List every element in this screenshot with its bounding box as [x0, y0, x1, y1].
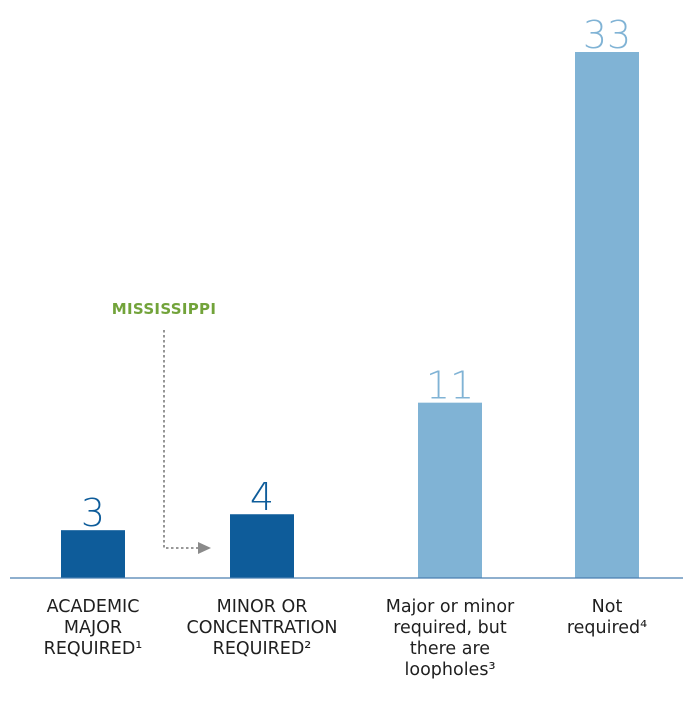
category-label-2: MINOR OR CONCENTRATION REQUIRED² — [187, 597, 338, 659]
category-label-4: Not required⁴ — [567, 597, 647, 638]
mississippi-annotation: MISSISSIPPI — [112, 300, 216, 554]
category-label-1: ACADEMIC MAJOR REQUIRED¹ — [44, 597, 143, 659]
annotation-arrowhead — [198, 542, 211, 554]
bar-4 — [575, 52, 639, 578]
bar-1 — [61, 530, 125, 578]
category-label-3: Major or minor required, but there are loop… — [386, 597, 515, 680]
bar-3 — [418, 402, 482, 578]
category-labels-group: ACADEMIC MAJOR REQUIRED¹ MINOR OR CONCENTRAT… — [44, 597, 648, 680]
value-label-3: 11 — [426, 364, 474, 408]
annotation-arrow-line — [163, 330, 198, 549]
bar-2 — [230, 514, 294, 578]
annotation-label: MISSISSIPPI — [112, 300, 216, 318]
bars-group — [61, 52, 639, 578]
value-label-2: 4 — [250, 475, 274, 519]
value-labels-group: 3 4 11 33 — [81, 13, 631, 535]
value-label-4: 33 — [583, 13, 631, 57]
value-label-1: 3 — [81, 491, 105, 535]
